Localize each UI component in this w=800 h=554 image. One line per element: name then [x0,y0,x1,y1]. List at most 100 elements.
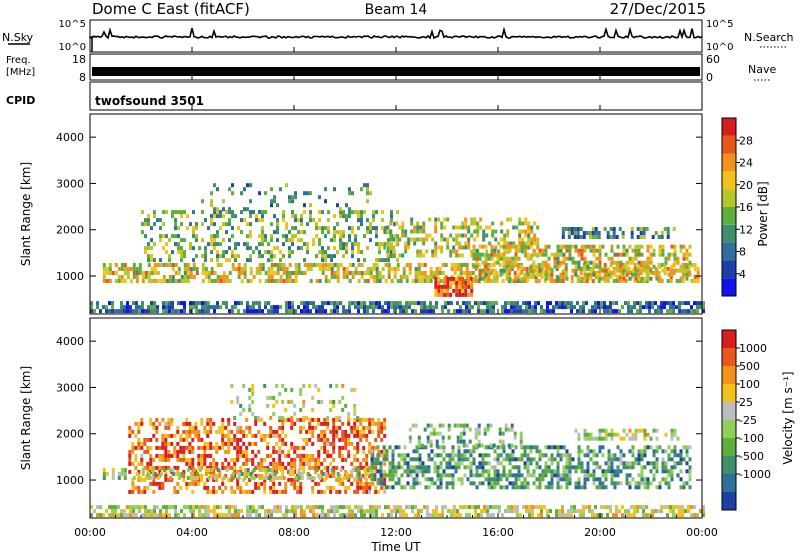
velocity-cell [439,473,443,478]
power-cell [505,248,509,253]
colorbar-swatch [722,118,736,136]
velocity-cell [679,461,683,466]
velocity-cell [335,415,339,420]
power-cell [594,305,597,310]
power-cell [535,252,539,257]
power-cell [222,279,226,283]
velocity-cell [519,431,523,436]
power-cell [643,264,647,269]
velocity-cell [257,481,261,486]
power-cell [123,305,126,310]
power-cell [456,301,459,306]
power-cell [147,246,150,251]
power-cell [330,263,334,267]
velocity-cell [348,509,351,514]
power-cell [402,275,406,279]
velocity-cell [414,505,417,510]
power-cell [360,301,363,306]
velocity-cell [508,457,512,462]
velocity-cell [514,465,518,470]
power-cell [513,279,517,283]
power-cell [207,275,211,279]
velocity-cell [239,445,243,450]
power-cell [396,301,399,306]
power-cell [582,309,585,314]
velocity-cell [284,387,288,392]
velocity-cell [397,481,401,486]
power-cell [327,226,330,231]
velocity-cell [281,473,285,478]
power-cell [291,301,294,306]
velocity-cell [317,453,321,458]
velocity-ylabel: Slant Range [km] [19,366,33,470]
power-cell [658,252,662,257]
velocity-cell [457,477,461,482]
power-cell [234,242,237,247]
power-cell [297,267,301,271]
power-cell [204,309,207,314]
power-cell [252,275,256,279]
velocity-cell [230,399,234,404]
velocity-cell [248,429,252,434]
power-cell [342,230,345,235]
power-cell [437,280,441,285]
velocity-cell [603,505,606,510]
power-cell [549,301,552,306]
power-cell [610,244,614,249]
power-cell [446,292,450,297]
power-cell [585,275,589,279]
velocity-cell [90,505,93,510]
velocity-cell [143,449,147,454]
velocity-cell [158,485,162,490]
velocity-cell [472,461,476,466]
power-cell [534,301,537,306]
power-cell [264,250,267,255]
power-cell [228,187,231,192]
velocity-cell [365,437,369,442]
power-cell [672,263,676,267]
power-cell [657,309,660,314]
velocity-cell [594,513,597,518]
power-cell [529,272,533,277]
velocity-cell [556,473,560,478]
power-cell [492,263,496,267]
power-cell [541,248,545,253]
power-cell [401,229,405,234]
velocity-cell [556,453,560,458]
velocity-cell [167,465,171,470]
velocity-cell [681,513,684,518]
velocity-cell [134,453,138,458]
velocity-cell [382,481,386,486]
power-cell [174,210,177,215]
velocity-cell [161,457,165,462]
power-cell [673,248,677,253]
power-cell [594,231,598,235]
power-cell [486,301,489,306]
velocity-cell [284,489,288,494]
velocity-cell [406,465,410,470]
power-cell [276,238,279,243]
power-cell [517,272,521,277]
velocity-cell [475,473,479,478]
velocity-cell [258,468,262,472]
power-cell [661,268,665,273]
velocity-cell [108,513,111,518]
velocity-cell [426,435,430,440]
power-cell [300,238,303,243]
velocity-cell [418,457,422,462]
power-cell [273,254,276,259]
velocity-cell [236,399,240,404]
power-cell [594,275,598,279]
velocity-cell [158,421,162,426]
velocity-cell [242,441,246,446]
power-cell [150,267,154,271]
velocity-cell [356,425,360,430]
power-cell [282,218,285,223]
velocity-cell [595,465,599,470]
velocity-cell [682,485,686,490]
power-cell [375,267,379,271]
velocity-cell [227,449,231,454]
power-cell [357,279,361,283]
velocity-cell [200,421,204,426]
velocity-cell [320,437,324,442]
